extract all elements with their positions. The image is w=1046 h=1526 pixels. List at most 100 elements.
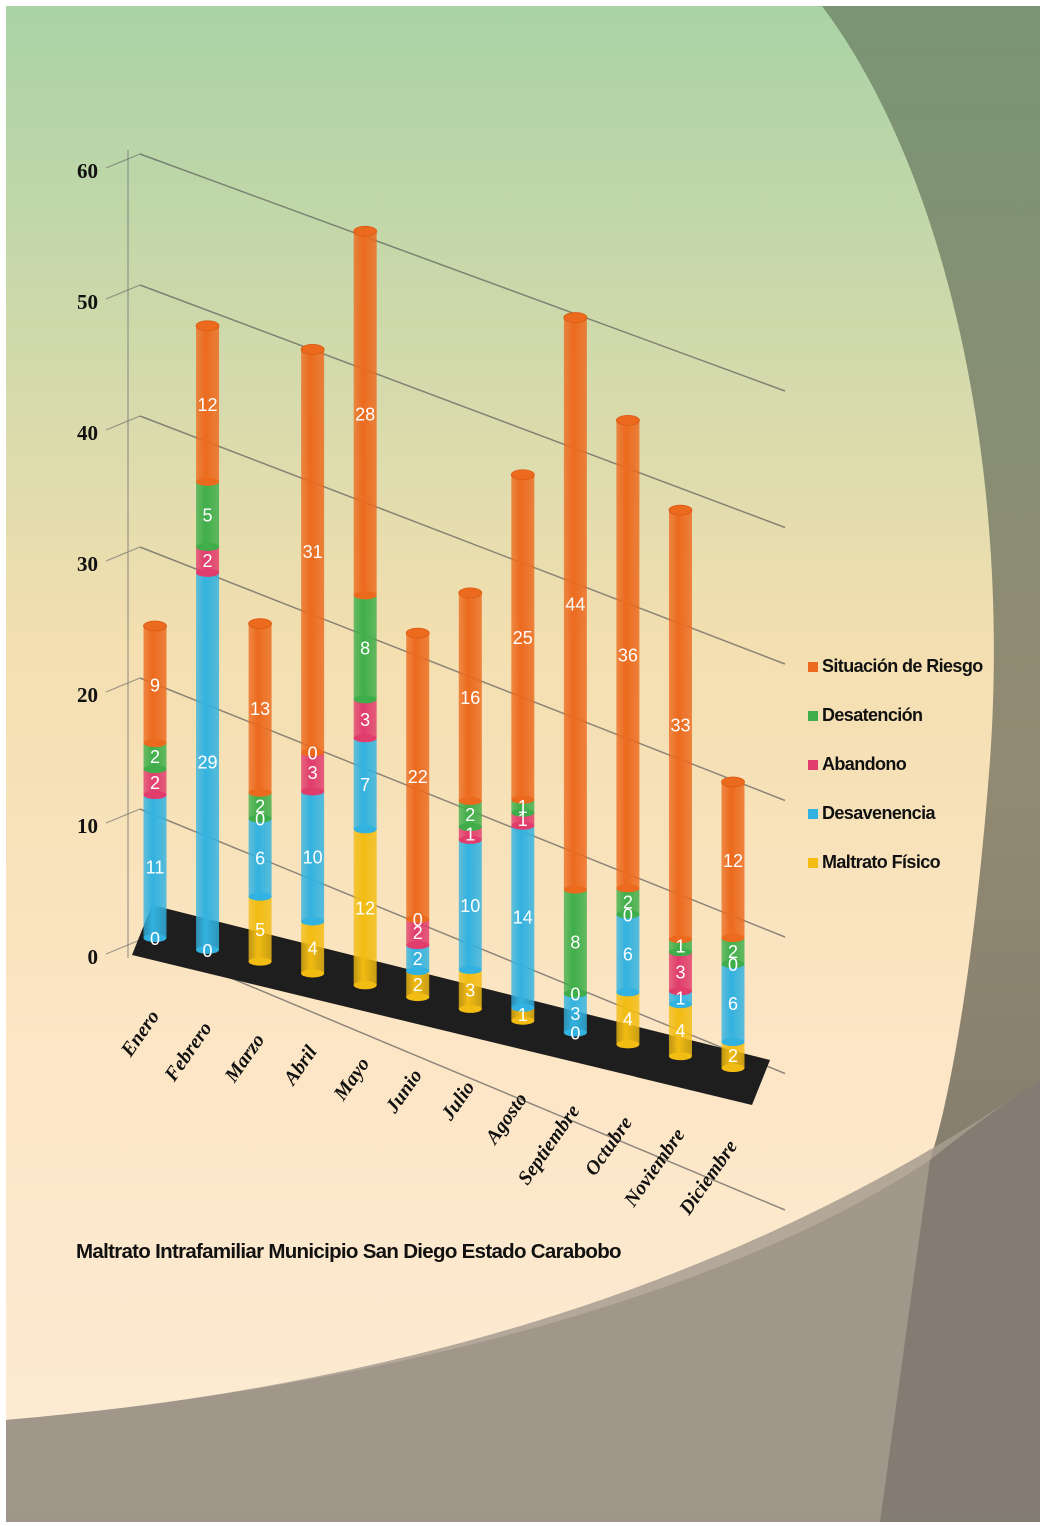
data-label: 5 — [203, 505, 213, 525]
bar-segment — [248, 896, 272, 962]
bar-segment — [721, 782, 745, 938]
bar-segment-base — [196, 477, 220, 486]
bar-top-cap — [143, 620, 167, 632]
data-label: 0 — [570, 1024, 580, 1044]
data-label: 28 — [355, 404, 375, 424]
data-label: 31 — [303, 542, 323, 562]
bar-segment — [511, 474, 535, 800]
bar-segment-base — [511, 821, 535, 830]
bar-segment — [616, 420, 640, 889]
bar-segment — [616, 992, 640, 1045]
bar-segment — [143, 769, 167, 795]
data-label: 0 — [413, 910, 423, 930]
data-label: 1 — [518, 797, 528, 817]
bar-segment-base — [668, 1052, 692, 1061]
bar-segment-base — [301, 748, 325, 757]
x-tick-label: Octubre — [581, 1113, 637, 1180]
legend-label: Abandono — [822, 754, 907, 774]
data-label: 13 — [250, 699, 270, 719]
legend-item: Maltrato Físico — [808, 838, 1038, 887]
bar-segment — [616, 914, 640, 993]
x-tick-label: Abril — [278, 1041, 322, 1090]
legend-label: Desavenencia — [822, 803, 935, 823]
gridline — [139, 284, 786, 529]
bar-segment-base — [248, 892, 272, 901]
y-tick-label: 30 — [77, 552, 98, 576]
bar-segment-base — [196, 568, 220, 577]
bar-segment — [353, 231, 377, 596]
y-tick-label: 50 — [77, 290, 98, 314]
chart-data-labels: 0112290292512560213410303112738282220223… — [146, 395, 743, 1066]
bar-segment-base — [668, 948, 692, 957]
bar-segment-base — [353, 695, 377, 704]
bar-segment-base — [721, 1064, 745, 1072]
bar-segment — [353, 738, 377, 830]
data-label: 0 — [308, 743, 318, 763]
bar-segment — [668, 510, 692, 940]
data-label: 14 — [513, 908, 533, 928]
gridline-depth — [105, 939, 141, 955]
bar-top-cap — [668, 504, 693, 516]
bar-segment — [301, 349, 325, 753]
bar-top-cap — [300, 344, 325, 355]
bar-segment — [406, 633, 430, 920]
bar-segment-base — [458, 1004, 482, 1013]
floor-slab — [132, 905, 770, 1105]
x-tick-label: Julio — [437, 1077, 480, 1125]
bar-segment — [406, 945, 430, 972]
bar-segment-base — [668, 1000, 692, 1009]
bar-segment — [721, 1042, 745, 1068]
bar-segment — [353, 595, 377, 700]
data-label: 6 — [728, 994, 738, 1014]
bar-segment — [196, 481, 220, 547]
bar-segment-base — [248, 814, 272, 823]
bar-segment-base — [458, 822, 482, 831]
data-label: 2 — [255, 797, 265, 817]
legend-item: Situación de Riesgo — [808, 642, 1038, 691]
y-tick-label: 60 — [77, 159, 98, 183]
bar-segment — [721, 938, 745, 964]
chart-bars — [143, 225, 745, 1072]
y-tick-label: 0 — [88, 945, 99, 969]
data-label: 16 — [460, 688, 480, 708]
data-label: 1 — [675, 989, 685, 1009]
data-label: 2 — [150, 747, 160, 767]
data-label: 0 — [570, 985, 580, 1005]
data-label: 6 — [255, 849, 265, 869]
data-label: 2 — [465, 805, 475, 825]
data-label: 9 — [150, 676, 160, 696]
gridline — [139, 153, 786, 392]
bar-segment — [511, 825, 535, 1008]
data-label: 22 — [408, 767, 428, 787]
bar-segment-base — [406, 967, 430, 976]
data-label: 3 — [570, 1004, 580, 1024]
bar-segment-base — [301, 917, 325, 926]
data-label: 0 — [728, 955, 738, 975]
data-label: 3 — [465, 980, 475, 1000]
data-label: 1 — [518, 810, 528, 830]
bar-segment — [353, 829, 377, 986]
bar-segment-base — [248, 957, 272, 966]
y-tick-label: 10 — [77, 814, 98, 838]
data-label: 8 — [360, 638, 370, 658]
bar-top-cap — [353, 225, 378, 237]
data-label: 29 — [198, 752, 218, 772]
bar-segment — [143, 626, 167, 743]
x-tick-label: Diciembre — [674, 1136, 742, 1220]
bar-segment-base — [616, 884, 640, 893]
bar-segment — [458, 839, 482, 970]
bar-segment-base — [458, 965, 482, 974]
data-label: 44 — [565, 595, 585, 615]
data-label: 2 — [413, 923, 423, 943]
bar-segment — [301, 921, 325, 974]
gridline-depth — [105, 677, 141, 693]
x-tick-label: Febrero — [160, 1018, 217, 1086]
bar-segment-base — [616, 910, 640, 919]
y-tick-label: 20 — [77, 683, 98, 707]
data-label: 4 — [675, 1021, 685, 1041]
gridline-depth — [105, 153, 141, 169]
data-label: 5 — [255, 920, 265, 940]
data-label: 12 — [723, 851, 743, 871]
bar-segment-base — [511, 1016, 535, 1025]
bar-segment-base — [353, 825, 377, 834]
